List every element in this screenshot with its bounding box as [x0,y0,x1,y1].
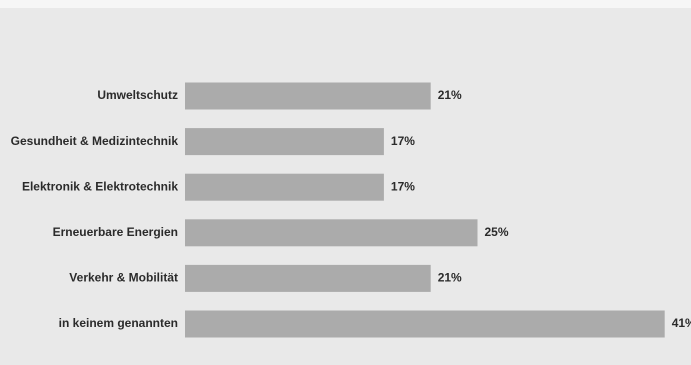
bar [185,264,431,292]
value-label: 21% [438,271,462,285]
value-label: 41% [672,316,691,330]
category-label: Erneuerbare Energien [53,225,178,239]
category-label: Umweltschutz [97,88,178,102]
category-label: Elektronik & Elektrotechnik [22,179,178,193]
value-label: 17% [391,179,415,193]
bar [185,82,431,110]
category-label: Gesundheit & Medizintechnik [11,134,179,148]
top-strip [0,0,691,8]
bar [185,173,384,201]
value-label: 21% [438,88,462,102]
bar [185,310,665,338]
value-label: 17% [391,134,415,148]
category-label: Verkehr & Mobilität [69,271,178,285]
bar [185,219,478,247]
value-label: 25% [485,225,509,239]
category-label: in keinem genannten [59,316,178,330]
bar [185,128,384,156]
